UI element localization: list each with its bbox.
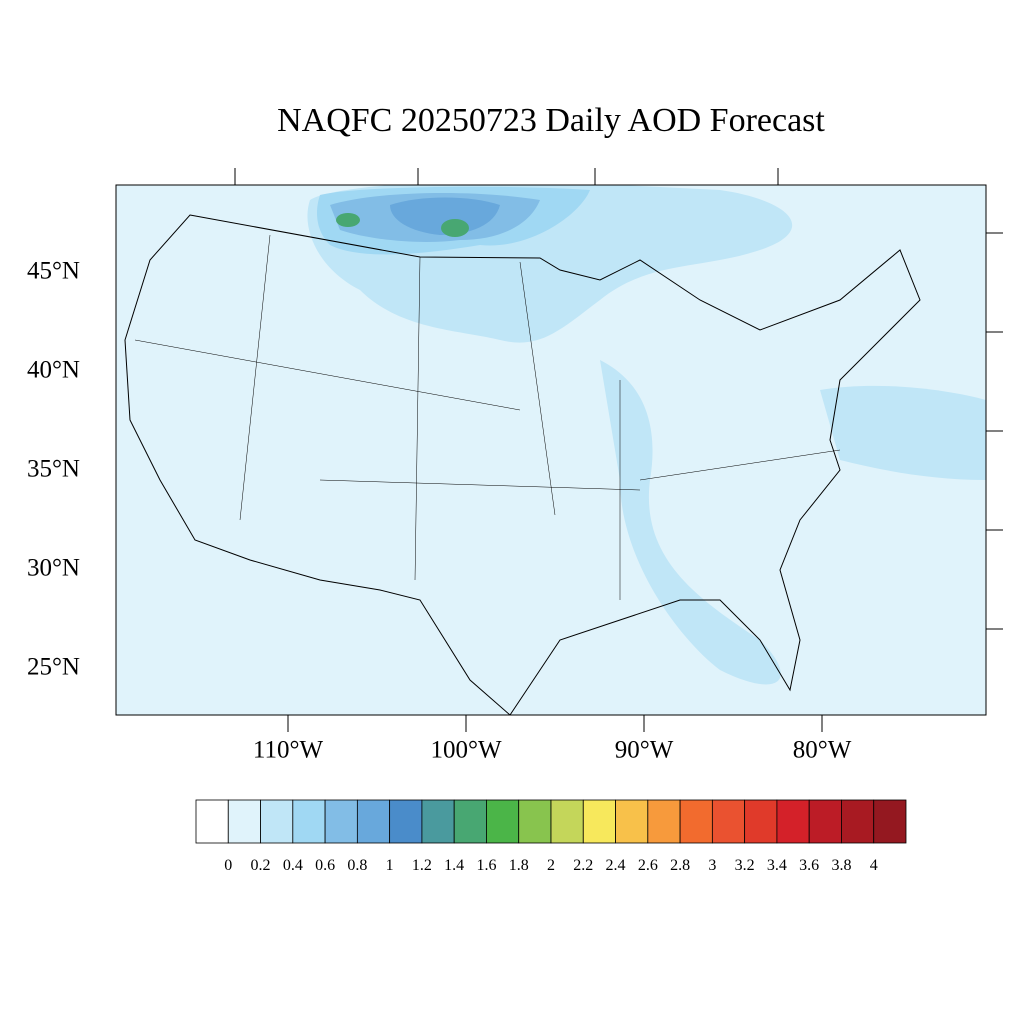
- colorbar-label: 0.8: [347, 857, 367, 874]
- colorbar-label: 2: [547, 857, 555, 874]
- colorbar-box: [873, 799, 907, 844]
- lat-label: 25°N: [27, 654, 80, 681]
- colorbar-box: [260, 799, 294, 844]
- colorbar-box: [711, 799, 746, 844]
- colorbar-box: [486, 799, 520, 844]
- colorbar-label: 1: [386, 857, 394, 874]
- colorbar-label: 1.4: [444, 857, 464, 874]
- colorbar-box: [776, 799, 810, 844]
- coastline: [124, 214, 921, 715]
- lon-label: 90°W: [615, 737, 674, 764]
- colorbar-label: 2.8: [670, 857, 690, 874]
- lon-label: 80°W: [793, 737, 852, 764]
- colorbar-label: 3.6: [799, 857, 819, 874]
- colorbar-box: [389, 799, 423, 844]
- colorbar-box: [324, 799, 358, 844]
- colorbar-label: 0.4: [283, 857, 303, 874]
- aod-region: [820, 385, 986, 480]
- colorbar-box: [582, 799, 616, 844]
- colorbar-box: [841, 799, 875, 844]
- colorbar-box: [647, 799, 681, 844]
- colorbar-label: 3.4: [767, 857, 787, 874]
- colorbar-label: 3.2: [735, 857, 755, 874]
- colorbar: 0 0.2 0.4 0.6 0.8 1 1.2 1.4 1.6 1.8 2 2.2 2.4 2.6 2.8 3…: [195, 799, 907, 874]
- aod-region: [390, 197, 500, 235]
- colorbar-label: 0.2: [251, 857, 271, 874]
- colorbar-label: 2.2: [573, 857, 593, 874]
- colorbar-label: 0.6: [315, 857, 335, 874]
- colorbar-box: [356, 799, 391, 844]
- colorbar-box: [195, 799, 229, 844]
- aod-region: [336, 213, 360, 227]
- colorbar-label: 3: [708, 857, 716, 874]
- colorbar-box: [808, 799, 842, 844]
- colorbar-box: [550, 799, 584, 844]
- colorbar-box: [679, 799, 713, 844]
- colorbar-label: 1.6: [476, 857, 496, 874]
- colorbar-box: [421, 799, 455, 844]
- colorbar-box: [453, 799, 487, 844]
- lat-label: 40°N: [27, 357, 80, 384]
- colorbar-label: 0: [224, 857, 232, 874]
- map-title: NAQFC 20250723 Daily AOD Forecast: [277, 102, 825, 139]
- aod-region: [441, 219, 469, 237]
- colorbar-label: 3.8: [831, 857, 851, 874]
- lon-label: 110°W: [253, 737, 324, 764]
- lon-label: 100°W: [430, 737, 501, 764]
- lat-label: 45°N: [27, 258, 80, 285]
- lat-label: 30°N: [27, 555, 80, 582]
- colorbar-box: [518, 799, 552, 844]
- state-borders: [134, 234, 841, 600]
- colorbar-box: [744, 799, 778, 844]
- map-frame: [115, 184, 987, 716]
- colorbar-label: 1.8: [509, 857, 529, 874]
- colorbar-label: 2.4: [606, 857, 626, 874]
- aod-region: [600, 360, 781, 685]
- colorbar-label: 1.2: [412, 857, 432, 874]
- colorbar-box: [227, 799, 261, 844]
- colorbar-box: [615, 799, 649, 844]
- colorbar-box: [292, 799, 326, 844]
- lat-label: 35°N: [27, 456, 80, 483]
- map-field: [116, 185, 986, 715]
- colorbar-label: 4: [870, 857, 878, 874]
- colorbar-label: 2.6: [638, 857, 658, 874]
